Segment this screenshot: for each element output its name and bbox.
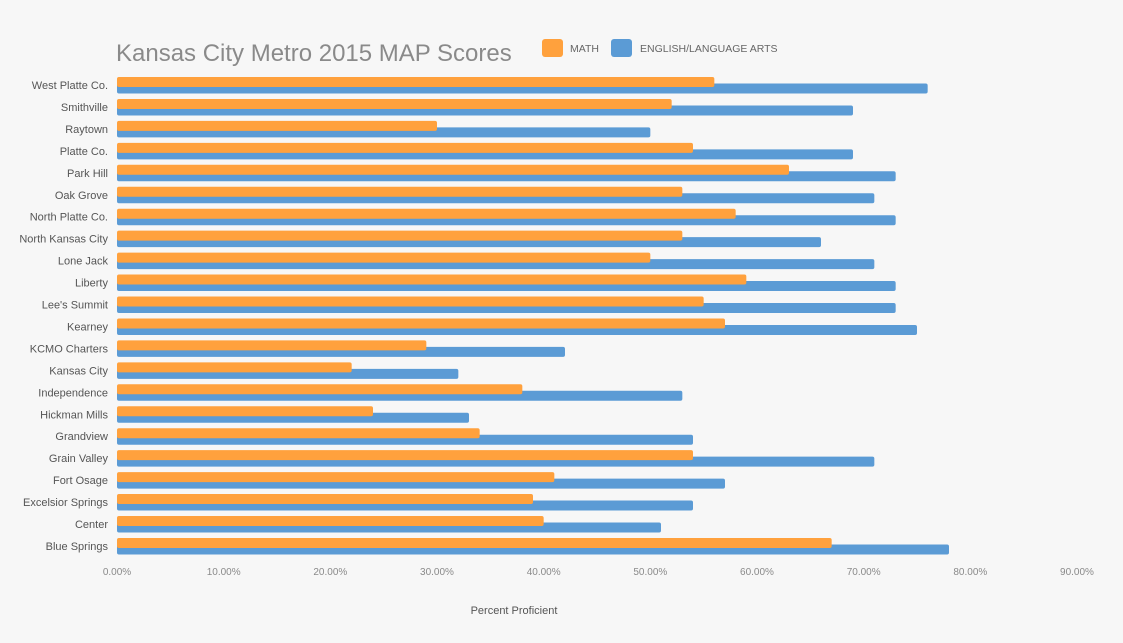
- category-label-grain-valley: Grain Valley: [49, 453, 109, 465]
- category-label-hickman-mills: Hickman Mills: [40, 409, 108, 421]
- bar-math-grain-valley: [117, 450, 693, 461]
- bar-math-park-hill: [117, 164, 789, 175]
- bars-group: [117, 77, 949, 555]
- category-label-platte-co: Platte Co.: [60, 146, 108, 158]
- bar-math-raytown: [117, 120, 437, 131]
- bar-math-blue-springs: [117, 537, 832, 548]
- category-label-center: Center: [75, 519, 108, 531]
- x-axis-ticks: 0.00% 10.00% 20.00% 30.00% 40.00% 50.00% 60.00…: [103, 567, 1094, 578]
- category-label-park-hill: Park Hill: [67, 168, 108, 180]
- category-label-kcmo-charters: KCMO Charters: [30, 343, 109, 355]
- bar-math-smithville: [117, 98, 672, 109]
- category-label-liberty: Liberty: [75, 278, 109, 290]
- category-label-grandview: Grandview: [55, 431, 108, 443]
- bar-math-fort-osage: [117, 472, 555, 483]
- bar-math-hickman-mills: [117, 406, 373, 417]
- x-tick-label: 60.00%: [740, 567, 774, 578]
- bar-math-north-kansas-city: [117, 230, 683, 241]
- category-label-excelsior-springs: Excelsior Springs: [23, 497, 108, 509]
- legend: MATH ENGLISH/LANGUAGE ARTS: [542, 39, 778, 57]
- x-tick-label: 70.00%: [847, 567, 881, 578]
- category-label-smithville: Smithville: [61, 102, 108, 114]
- x-tick-label: 90.00%: [1060, 567, 1094, 578]
- category-label-oak-grove: Oak Grove: [55, 190, 108, 202]
- bar-math-lone-jack: [117, 252, 651, 263]
- x-axis-title: Percent Proficient: [471, 605, 558, 617]
- category-label-blue-springs: Blue Springs: [46, 541, 109, 553]
- category-labels: West Platte Co. Smithville Raytown Platte C…: [19, 80, 108, 553]
- x-tick-label: 0.00%: [103, 567, 131, 578]
- bar-math-west-platte-co: [117, 77, 715, 87]
- bar-math-grandview: [117, 428, 480, 439]
- bar-math-platte-co: [117, 142, 693, 153]
- bar-math-lee-s-summit: [117, 296, 704, 307]
- category-label-independence: Independence: [38, 387, 108, 399]
- bar-math-independence: [117, 384, 523, 395]
- category-label-lone-jack: Lone Jack: [58, 256, 109, 268]
- bar-math-kearney: [117, 318, 725, 329]
- legend-label-ela: ENGLISH/LANGUAGE ARTS: [640, 43, 778, 55]
- bar-math-liberty: [117, 274, 747, 285]
- category-label-fort-osage: Fort Osage: [53, 475, 108, 487]
- category-label-lee-s-summit: Lee's Summit: [42, 300, 108, 312]
- x-tick-label: 40.00%: [527, 567, 561, 578]
- x-tick-label: 20.00%: [313, 567, 347, 578]
- legend-swatch-math: [542, 39, 563, 57]
- bar-math-oak-grove: [117, 186, 683, 197]
- category-label-raytown: Raytown: [65, 124, 108, 136]
- bar-math-excelsior-springs: [117, 494, 533, 505]
- bar-math-kansas-city: [117, 362, 352, 373]
- chart-title: Kansas City Metro 2015 MAP Scores: [116, 40, 512, 67]
- bar-math-center: [117, 516, 544, 526]
- x-tick-label: 30.00%: [420, 567, 454, 578]
- x-tick-label: 10.00%: [207, 567, 241, 578]
- category-label-north-kansas-city: North Kansas City: [19, 234, 108, 246]
- bar-math-north-platte-co: [117, 208, 736, 219]
- legend-label-math: MATH: [570, 43, 599, 55]
- category-label-kearney: Kearney: [67, 321, 108, 333]
- category-label-west-platte-co: West Platte Co.: [32, 80, 108, 92]
- x-tick-label: 80.00%: [953, 567, 987, 578]
- legend-swatch-ela: [611, 39, 632, 57]
- x-tick-label: 50.00%: [633, 567, 667, 578]
- bar-math-kcmo-charters: [117, 340, 427, 351]
- category-label-kansas-city: Kansas City: [49, 365, 108, 377]
- category-label-north-platte-co: North Platte Co.: [30, 212, 108, 224]
